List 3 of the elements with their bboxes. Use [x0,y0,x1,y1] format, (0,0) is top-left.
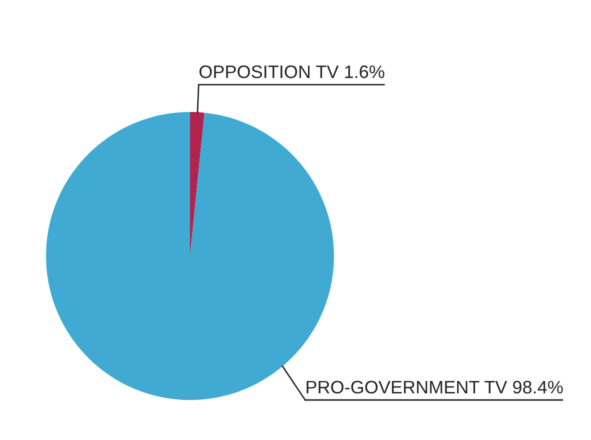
slice-label: PRO-GOVERNMENT TV 98.4% [306,380,563,394]
slice-label: OPPOSITION TV 1.6% [199,65,384,78]
pie-slice [190,112,204,256]
